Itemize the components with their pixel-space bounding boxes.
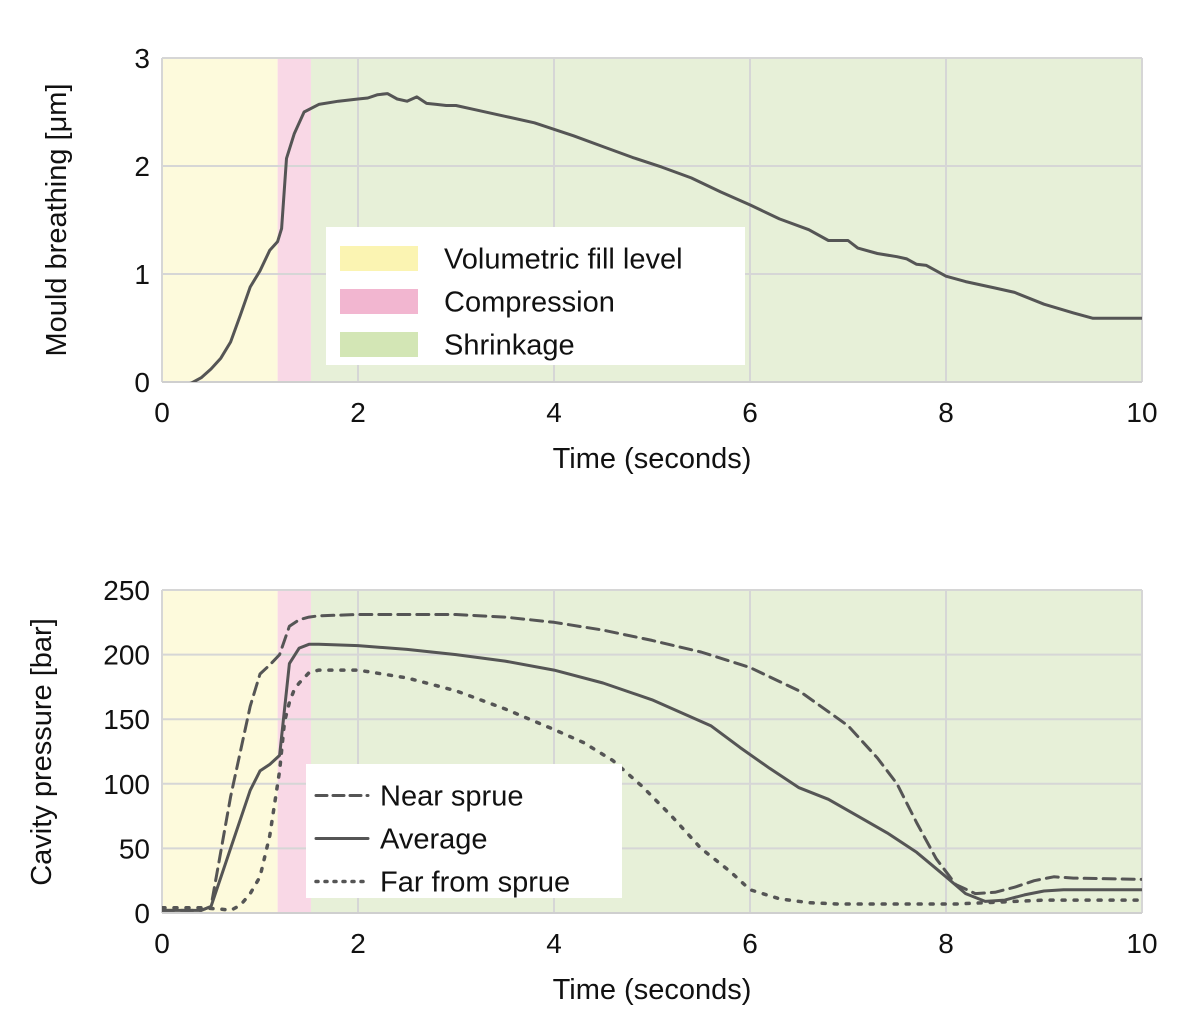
legend-label: Shrinkage <box>444 330 575 362</box>
y-tick-label: 250 <box>103 575 150 606</box>
x-tick-label: 0 <box>154 397 170 428</box>
y-tick-label: 3 <box>134 43 150 74</box>
x-tick-label: 6 <box>742 928 758 959</box>
x-tick-label: 2 <box>350 928 366 959</box>
y-axis-title: Cavity pressure [bar] <box>26 618 58 886</box>
series-line-near-sprue <box>162 613 1142 912</box>
legend-box <box>306 764 622 898</box>
legend-label: Near sprue <box>380 781 523 813</box>
y-tick-label: 50 <box>119 833 150 864</box>
y-tick-label: 0 <box>134 367 150 398</box>
series-line-main <box>189 92 1142 382</box>
x-tick-label: 4 <box>546 928 562 959</box>
x-axis-title: Time (seconds) <box>553 974 752 1006</box>
x-axis-title: Time (seconds) <box>553 443 752 475</box>
x-tick-label: 2 <box>350 397 366 428</box>
x-tick-label: 4 <box>546 397 562 428</box>
series-line-far-from-sprue <box>162 668 1142 913</box>
legend-label: Volumetric fill level <box>444 244 683 276</box>
x-tick-label: 10 <box>1126 397 1157 428</box>
phase-band <box>162 590 278 913</box>
y-tick-labels: 0 50 100 150 200 250 <box>103 575 150 929</box>
y-tick-label: 100 <box>103 769 150 800</box>
legend-label: Compression <box>444 287 615 319</box>
series-lines <box>162 613 1142 913</box>
legend: Near sprue Average Far from sprue <box>306 764 622 899</box>
series-line-average <box>162 642 1142 912</box>
y-tick-label: 0 <box>134 898 150 929</box>
x-tick-label: 8 <box>938 928 954 959</box>
x-tick-label: 6 <box>742 397 758 428</box>
legend-label: Average <box>380 824 488 856</box>
y-tick-label: 200 <box>103 640 150 671</box>
y-tick-label: 1 <box>134 259 150 290</box>
y-tick-labels: 0 1 2 3 <box>134 43 150 398</box>
x-tick-label: 8 <box>938 397 954 428</box>
x-tick-label: 0 <box>154 928 170 959</box>
phase-band <box>162 58 278 382</box>
y-tick-label: 150 <box>103 704 150 735</box>
x-tick-label: 10 <box>1126 928 1157 959</box>
legend-label: Far from sprue <box>380 867 570 899</box>
y-axis-title: Mould breathing [μm] <box>41 83 73 356</box>
y-tick-label: 2 <box>134 151 150 182</box>
series-lines <box>189 92 1142 382</box>
legend-swatch <box>340 332 418 357</box>
legend: Volumetric fill level Compression Shrinkag… <box>326 227 745 365</box>
x-tick-labels: 0 2 4 6 8 10 <box>154 928 1157 959</box>
chart-1: 0 2 4 6 8 10 0 1 2 3 Time (seconds) Mould breathing… <box>41 43 1158 475</box>
legend-swatch <box>340 289 418 314</box>
legend-swatch <box>340 246 418 271</box>
x-tick-labels: 0 2 4 6 8 10 <box>154 397 1157 428</box>
